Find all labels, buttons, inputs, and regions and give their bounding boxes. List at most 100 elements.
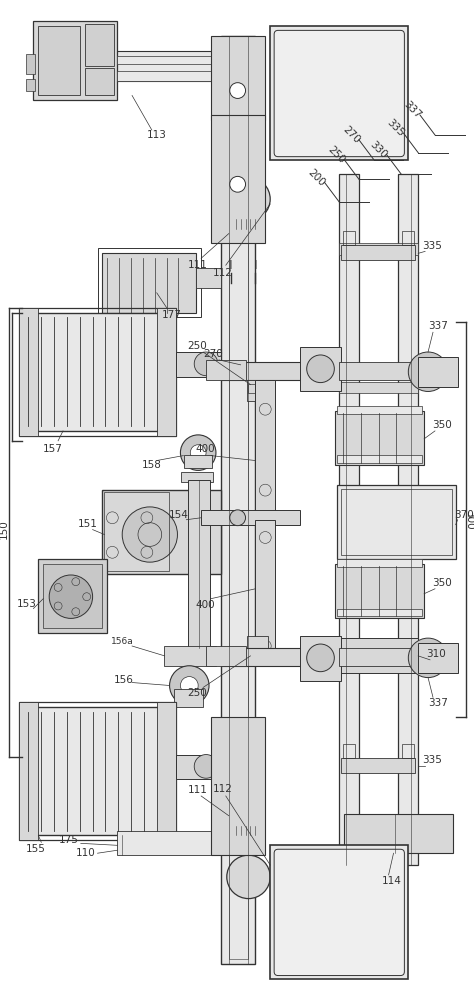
FancyBboxPatch shape <box>274 30 404 157</box>
Text: 270: 270 <box>203 349 223 359</box>
Bar <box>176 755 221 779</box>
Bar <box>43 564 102 628</box>
Bar <box>211 717 265 855</box>
Text: 200: 200 <box>306 167 327 188</box>
Text: 335: 335 <box>422 241 442 251</box>
Text: 154: 154 <box>169 510 188 520</box>
Text: 250: 250 <box>187 688 207 698</box>
Text: 112: 112 <box>213 784 233 794</box>
Bar <box>418 643 458 673</box>
Bar <box>164 646 216 666</box>
Bar <box>206 646 246 666</box>
Text: 350: 350 <box>432 578 452 588</box>
Bar <box>270 26 408 160</box>
Bar <box>337 638 418 673</box>
Bar <box>221 362 339 380</box>
Circle shape <box>230 510 246 526</box>
Bar <box>18 702 176 840</box>
Bar <box>402 744 414 758</box>
Text: 150: 150 <box>0 520 9 539</box>
Bar <box>196 268 221 288</box>
Bar <box>343 231 355 245</box>
Bar <box>104 492 169 571</box>
Bar <box>98 248 201 317</box>
Text: 400: 400 <box>195 600 215 610</box>
Bar <box>38 559 108 633</box>
Bar <box>341 245 415 260</box>
Bar <box>237 162 259 179</box>
Bar <box>24 313 172 431</box>
Text: 177: 177 <box>162 310 182 320</box>
Bar <box>261 648 268 658</box>
Bar <box>221 648 339 666</box>
Bar <box>337 609 422 616</box>
Text: I: I <box>254 259 257 272</box>
Text: 156a: 156a <box>111 637 134 646</box>
Bar <box>26 54 36 74</box>
Text: 370: 370 <box>454 510 474 520</box>
Text: I: I <box>229 259 233 272</box>
Circle shape <box>230 83 246 98</box>
Bar <box>235 221 260 229</box>
Text: 156: 156 <box>114 675 134 685</box>
Bar <box>117 71 221 81</box>
Bar <box>85 68 114 95</box>
Bar <box>188 480 210 648</box>
Bar <box>343 744 355 758</box>
Bar <box>341 758 415 773</box>
Circle shape <box>227 177 270 221</box>
Bar <box>26 79 36 91</box>
Text: 400: 400 <box>195 444 215 454</box>
Bar <box>339 362 418 380</box>
Bar <box>339 520 418 532</box>
Bar <box>18 308 176 436</box>
Circle shape <box>194 352 218 376</box>
Bar <box>233 207 262 219</box>
Bar <box>399 174 418 865</box>
Bar <box>237 837 259 855</box>
Bar <box>248 648 255 658</box>
Bar <box>255 520 275 658</box>
Bar <box>157 308 176 436</box>
Bar <box>339 382 418 393</box>
Bar <box>337 455 422 463</box>
Bar <box>344 814 453 853</box>
Bar <box>18 308 38 436</box>
Bar <box>337 559 422 567</box>
Circle shape <box>170 666 209 705</box>
Circle shape <box>408 352 448 391</box>
Bar <box>85 24 114 66</box>
Bar <box>24 707 172 835</box>
Bar <box>182 472 213 482</box>
Text: 112: 112 <box>213 268 233 278</box>
Text: 158: 158 <box>142 460 162 470</box>
Text: 111: 111 <box>188 785 208 795</box>
Text: 300: 300 <box>465 510 474 530</box>
Text: 337: 337 <box>428 698 448 708</box>
Bar <box>117 56 221 64</box>
Text: 151: 151 <box>78 519 98 529</box>
Text: 157: 157 <box>43 444 63 454</box>
Bar <box>339 658 418 670</box>
Circle shape <box>181 435 216 470</box>
Text: 335: 335 <box>385 117 406 139</box>
Text: 175: 175 <box>59 835 79 845</box>
Circle shape <box>408 638 448 678</box>
Text: 111: 111 <box>188 260 208 270</box>
Bar <box>157 702 176 840</box>
Bar <box>341 489 452 555</box>
Bar <box>418 357 458 387</box>
Bar <box>235 818 260 826</box>
Text: 335: 335 <box>422 755 442 765</box>
Bar <box>233 824 262 835</box>
Circle shape <box>181 677 198 694</box>
Circle shape <box>230 176 246 192</box>
Text: 113: 113 <box>147 130 167 140</box>
Bar <box>211 36 265 120</box>
Text: 270: 270 <box>341 124 362 145</box>
Bar <box>176 352 221 377</box>
Bar <box>173 689 203 707</box>
Text: 337: 337 <box>428 321 448 331</box>
Circle shape <box>122 507 177 562</box>
Bar <box>18 702 38 840</box>
